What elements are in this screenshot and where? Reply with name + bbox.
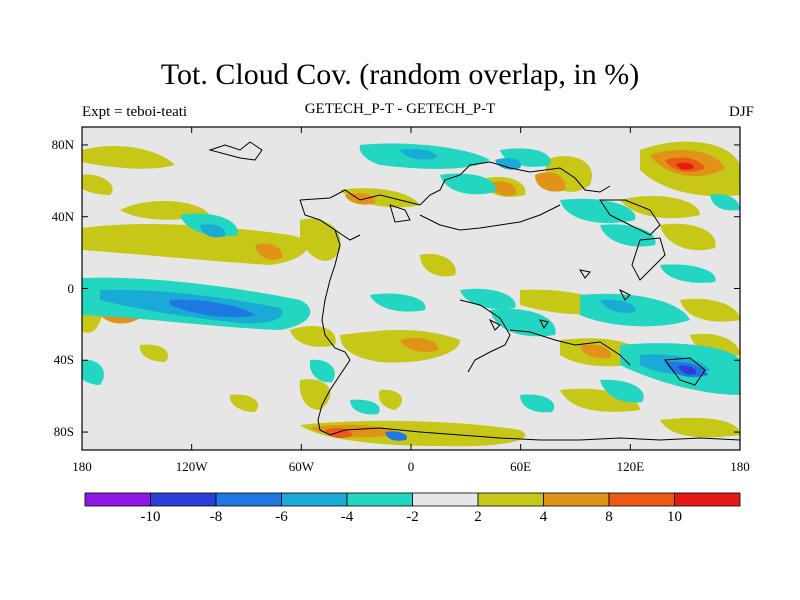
y-tick-label: 80N xyxy=(51,136,74,152)
colorbar-label: 10 xyxy=(667,509,682,525)
coastlines xyxy=(208,141,740,441)
y-tick-label: 80S xyxy=(53,424,74,440)
colorbar-label: 2 xyxy=(474,509,482,525)
colorbar-swatch xyxy=(346,492,413,507)
chart-title: Tot. Cloud Cov. (random overlap, in %) xyxy=(160,58,640,91)
axis-ticks xyxy=(81,127,741,450)
x-tick-label: 60E xyxy=(510,459,532,474)
colorbar-swatch xyxy=(674,492,741,507)
negative-anomaly-strong xyxy=(170,299,708,441)
y-tick-label: 0 xyxy=(67,280,75,296)
colorbar-label: -2 xyxy=(406,509,419,525)
x-tick-label: 60W xyxy=(288,459,314,474)
colorbar-label: -6 xyxy=(275,509,288,525)
negative-anomaly-max xyxy=(678,365,697,375)
colorbar-label: -8 xyxy=(209,509,223,525)
colorbar-swatch xyxy=(150,492,217,507)
x-tick-label: 180 xyxy=(72,459,92,474)
y-tick-label: 40S xyxy=(53,352,74,368)
colorbar-label: -4 xyxy=(340,509,354,525)
anomaly-field xyxy=(82,141,740,447)
colorbar xyxy=(84,492,741,507)
dataset-label: GETECH_P-T - GETECH_P-T xyxy=(304,101,496,117)
colorbar-swatch xyxy=(543,492,610,507)
colorbar-swatch xyxy=(215,492,282,507)
positive-anomaly-max xyxy=(676,162,694,170)
x-tick-label: 120W xyxy=(175,459,208,474)
colorbar-swatch xyxy=(84,492,151,507)
y-tick-label: 40N xyxy=(51,208,74,224)
x-tick-label: 180 xyxy=(730,459,750,474)
colorbar-label: 4 xyxy=(539,509,548,525)
experiment-label: Expt = teboi-teati xyxy=(82,104,188,120)
colorbar-label: -10 xyxy=(140,509,161,525)
colorbar-swatch xyxy=(281,492,348,507)
colorbar-swatch xyxy=(608,492,675,507)
colorbar-swatch xyxy=(412,492,479,507)
x-tick-label: 120E xyxy=(616,459,645,474)
x-tick-label: 0 xyxy=(407,459,415,474)
season-label: DJF xyxy=(728,104,754,120)
colorbar-swatch xyxy=(477,492,544,507)
colorbar-label: 8 xyxy=(605,509,613,525)
